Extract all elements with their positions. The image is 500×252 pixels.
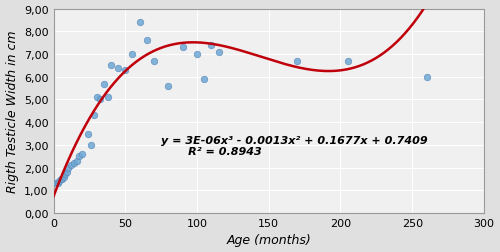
Point [150,59,158,64]
Point [67,164,75,168]
Point [193,53,201,57]
Point [52,182,60,186]
Point [90,114,98,118]
Point [208,44,216,48]
Point [128,53,136,57]
Point [87,143,95,147]
Point [143,39,151,43]
Point [422,75,430,79]
Point [76,154,84,159]
Point [58,177,66,181]
Point [78,152,86,156]
Point [96,98,104,102]
Point [92,96,100,100]
Point [61,173,69,177]
X-axis label: Age (months): Age (months) [226,234,311,246]
Point [57,177,65,181]
Point [178,46,186,50]
Point [107,64,115,68]
Point [164,84,172,88]
Point [54,182,62,186]
Point [200,78,208,82]
Point [60,175,68,179]
Point [70,161,78,165]
Y-axis label: Rigth Testicle Width in cm: Rigth Testicle Width in cm [6,30,18,192]
Point [72,159,80,163]
Point [84,132,92,136]
Point [344,59,351,64]
Point [114,66,122,70]
Point [214,50,222,54]
Point [56,179,64,183]
Point [104,96,112,100]
Point [62,170,70,174]
Point [64,166,72,170]
Text: y = 3E-06x³ - 0.0013x² + 0.1677x + 0.7409
       R² = 0.8943: y = 3E-06x³ - 0.0013x² + 0.1677x + 0.740… [161,135,428,156]
Point [100,82,108,86]
Point [122,69,130,73]
Point [136,21,143,25]
Point [294,59,302,64]
